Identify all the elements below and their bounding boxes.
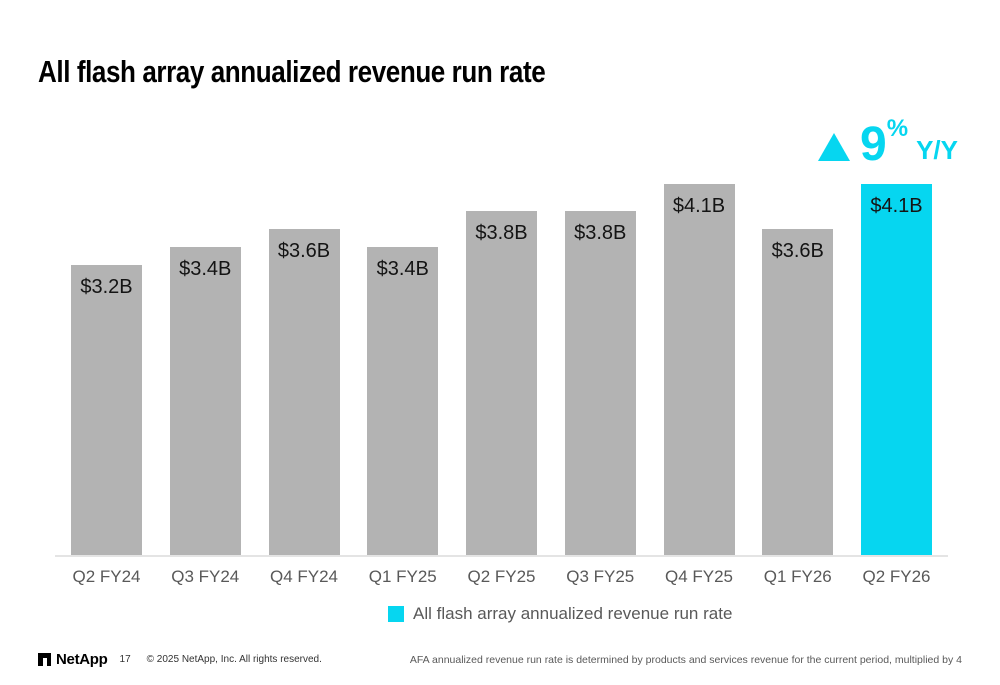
bar-value-label: $3.6B: [277, 240, 331, 263]
x-axis-label: Q2 FY26: [862, 567, 931, 586]
bar-value-label: $3.8B: [475, 222, 528, 245]
bar-q4-fy24: $3.6B: [268, 229, 340, 555]
percent-sign: %: [886, 115, 909, 142]
legend-swatch: [388, 606, 404, 622]
page-title: All flash array annualized revenue run r…: [38, 54, 546, 89]
bar-value-label: $3.4B: [179, 258, 232, 281]
up-triangle-icon: [818, 133, 851, 162]
bar-q2-fy25: $3.8B: [466, 211, 537, 555]
bar-q1-fy25: $3.4B: [367, 247, 439, 555]
chart-legend: All flash array annualized revenue run r…: [388, 604, 732, 624]
bar-q2-fy24: $3.2B: [71, 265, 142, 555]
netapp-logo: NetApp: [38, 651, 108, 668]
page-number: 17: [119, 654, 131, 665]
x-axis-label: Q1 FY26: [763, 567, 832, 586]
x-axis-label: Q4 FY24: [269, 567, 339, 586]
bar-chart-plot-area: $3.2B $3.4B $3.6B $3.4B $3.8B $3.8B $4.1B $3.6B…: [55, 137, 948, 557]
x-axis-label: Q3 FY25: [566, 567, 635, 586]
x-axis-label: Q2 FY25: [467, 567, 536, 586]
bar-value-label: $3.4B: [376, 258, 429, 281]
growth-value: 9%: [860, 115, 909, 171]
bar-value-label: $4.1B: [672, 195, 726, 217]
netapp-logo-icon: [38, 653, 51, 666]
bar-value-label: $3.2B: [80, 276, 133, 299]
bar-q3-fy25: $3.8B: [564, 211, 636, 555]
legend-label: All flash array annualized revenue run r…: [413, 604, 733, 623]
bar-value-label: $3.8B: [574, 222, 627, 245]
bar-q3-fy24: $3.4B: [169, 247, 241, 555]
brand-name: NetApp: [56, 651, 108, 668]
bar-q4-fy25: $4.1B: [663, 184, 735, 555]
bar-q1-fy26: $3.6B: [762, 229, 834, 555]
growth-indicator: 9% Y/Y: [818, 115, 958, 171]
copyright-text: © 2025 NetApp, Inc. All rights reserved.: [146, 654, 322, 665]
x-axis-label: Q1 FY25: [368, 567, 437, 586]
growth-suffix: Y/Y: [916, 135, 958, 166]
bar-q2-fy26: $4.1B: [861, 184, 932, 555]
x-axis-label: Q2 FY24: [72, 567, 141, 586]
bar-value-label: $3.6B: [771, 240, 824, 263]
footnote-text: AFA annualized revenue run rate is deter…: [409, 653, 962, 666]
bar-value-label: $4.1B: [870, 195, 923, 217]
slide-footer: NetApp 17 © 2025 NetApp, Inc. All rights…: [38, 651, 962, 668]
x-axis-labels: Q2 FY24 Q3 FY24 Q4 FY24 Q1 FY25 Q2 FY25 Q3 FY…: [55, 567, 948, 587]
x-axis-label: Q3 FY24: [171, 567, 240, 586]
x-axis-label: Q4 FY25: [664, 567, 734, 586]
